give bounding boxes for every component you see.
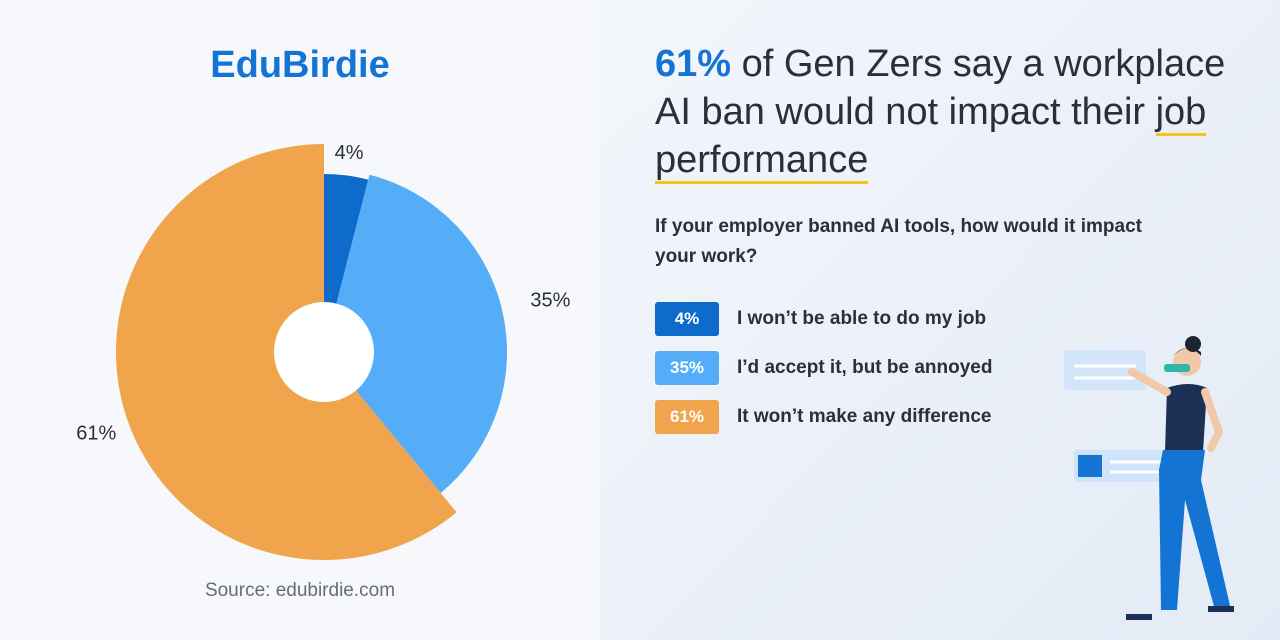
legend-item: 61% It won’t make any difference bbox=[655, 400, 991, 434]
slice-label: 61% bbox=[76, 422, 116, 444]
pie-chart: 4% 35% 61% bbox=[76, 142, 571, 560]
source: Source: edubirdie.com bbox=[204, 580, 396, 601]
legend-item: 4% I won’t be able to do my job bbox=[655, 302, 986, 336]
legend-label: It won’t make any difference bbox=[737, 406, 992, 427]
legend-label: I’d accept it, but be annoyed bbox=[737, 357, 993, 378]
legend-value: 35% bbox=[655, 351, 719, 385]
legend-value: 61% bbox=[655, 400, 719, 434]
pie-hole bbox=[274, 302, 374, 402]
brand-logo: EduBirdie bbox=[210, 44, 390, 86]
headline: 61% of Gen Zers say a workplace AI ban w… bbox=[655, 40, 1255, 184]
illustration bbox=[1064, 336, 1234, 620]
legend-item: 35% I’d accept it, but be annoyed bbox=[655, 351, 992, 385]
headline-text: of Gen Zers say a workplace AI ban would… bbox=[655, 43, 1226, 133]
legend-label: I won’t be able to do my job bbox=[737, 308, 987, 329]
headline-highlight: 61% bbox=[655, 43, 732, 85]
slice-label: 4% bbox=[335, 142, 364, 164]
question: If your employer banned AI tools, how wo… bbox=[655, 216, 1142, 267]
slice-label: 35% bbox=[530, 290, 570, 312]
pie-slice bbox=[324, 174, 507, 494]
headline-underlined: job performance bbox=[655, 91, 1207, 184]
legend-value: 4% bbox=[655, 302, 719, 336]
